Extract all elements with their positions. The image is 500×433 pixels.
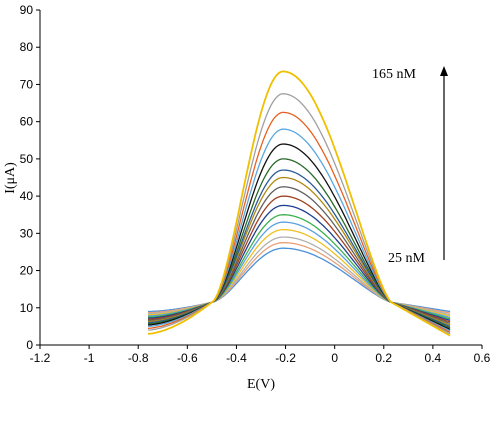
y-tick-label: 80	[20, 40, 34, 54]
voltammogram-series-13	[147, 143, 451, 330]
x-tick-label: -0.6	[177, 351, 198, 365]
x-tick-label: 0.2	[375, 351, 392, 365]
x-tick-label: -0.8	[128, 351, 149, 365]
x-tick-label: 0.6	[474, 351, 491, 365]
upward-arrow-icon	[440, 66, 448, 260]
curve-layer	[147, 70, 451, 337]
x-axis-label: E(V)	[247, 377, 275, 392]
voltammogram-series-17	[147, 70, 451, 337]
y-tick-label: 10	[20, 301, 34, 315]
voltammogram-series-3	[148, 236, 451, 316]
y-tick-label: 40	[20, 189, 34, 203]
y-ticks: 0 10 20 30 40 50 60 70 80 90	[20, 3, 40, 352]
y-tick-label: 70	[20, 77, 34, 91]
voltammogram-series-14	[147, 128, 451, 332]
y-tick-label: 20	[20, 264, 34, 278]
x-tick-label: 0.4	[425, 351, 442, 365]
y-tick-label: 50	[20, 152, 34, 166]
voltammogram-series-5	[147, 221, 451, 319]
y-axis-label: I(μA)	[3, 162, 18, 194]
voltammogram-series-16	[147, 93, 451, 335]
x-ticks: -1.2 -1 -0.8 -0.6 -0.4 -0.2 0 0.2 0.4 0.6	[30, 345, 491, 365]
axes-layer	[39, 10, 482, 346]
voltammogram-series-12	[147, 158, 451, 329]
x-tick-label: 0	[331, 351, 338, 365]
x-tick-label: -1	[84, 351, 95, 365]
x-tick-label: -1.2	[30, 351, 51, 365]
annotation-bottom-label: 25 nM	[388, 251, 426, 266]
x-tick-label: -0.2	[275, 351, 296, 365]
voltammogram-series-4	[147, 228, 451, 317]
y-tick-label: 0	[26, 338, 33, 352]
y-tick-label: 60	[20, 115, 34, 129]
x-tick-label: -0.4	[226, 351, 247, 365]
voltammogram-series-6	[147, 214, 451, 320]
voltammogram-series-15	[147, 111, 451, 333]
voltammogram-series-11	[147, 169, 451, 327]
annotation-top-label: 165 nM	[372, 67, 417, 82]
y-tick-label: 30	[20, 226, 34, 240]
y-tick-label: 90	[20, 3, 34, 17]
